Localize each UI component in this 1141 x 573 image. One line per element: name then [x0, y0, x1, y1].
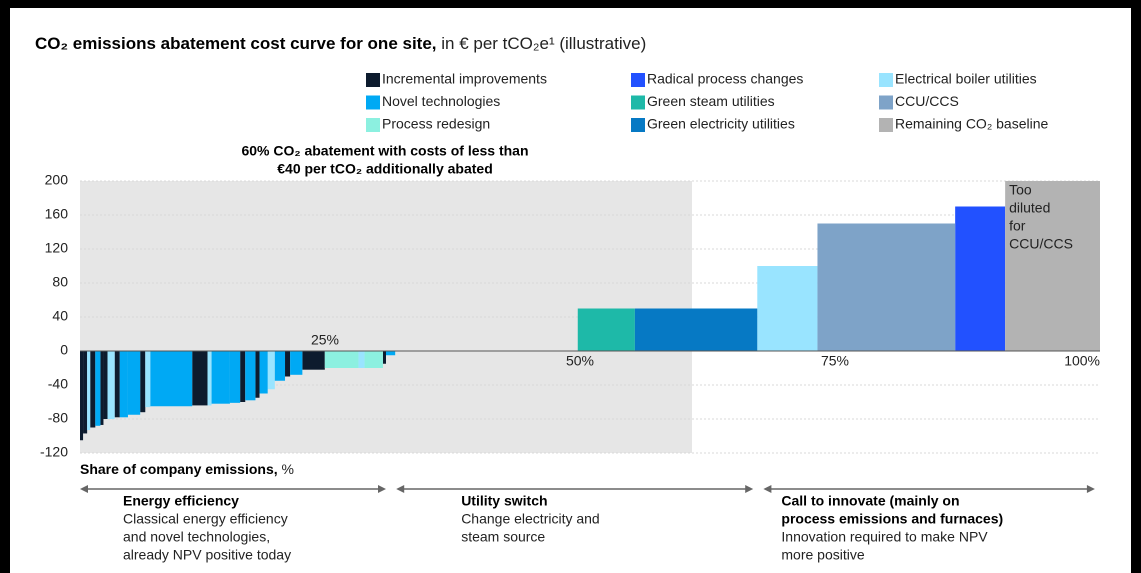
bar: [577, 308, 635, 351]
y-tick-label: 200: [45, 172, 69, 188]
bar: [140, 351, 146, 413]
bar-note: Too: [1009, 182, 1032, 198]
phase-text: and novel technologies,: [123, 529, 270, 545]
bar: [87, 351, 91, 431]
subtitle: in € per tCO₂e¹ (illustrative): [441, 34, 646, 53]
legend-swatch: [631, 95, 645, 110]
bar: [364, 351, 383, 368]
legend: Incremental improvements Radical process …: [366, 71, 1049, 132]
y-tick-label: -120: [40, 444, 68, 460]
bar: [255, 351, 260, 398]
bar: [150, 351, 193, 407]
legend-swatch: [366, 73, 380, 87]
bar: [358, 351, 365, 368]
bar-note: for: [1009, 218, 1026, 234]
x-axis-label: Share of company emissions, %: [80, 461, 294, 477]
bar: [259, 351, 268, 394]
bar: [955, 206, 1006, 351]
legend-label: Incremental improvements: [382, 71, 547, 87]
legend-swatch: [631, 73, 645, 87]
legend-label: Radical process changes: [647, 71, 803, 87]
y-tick-label: -40: [48, 376, 68, 392]
bar: [302, 351, 325, 370]
bar: [114, 351, 120, 418]
annotation: €40 per tCO₂ additionally abated: [277, 161, 493, 177]
bar: [274, 351, 286, 381]
bar: [95, 351, 101, 426]
x-tick-label: 75%: [821, 353, 849, 369]
legend-label: Green steam utilities: [647, 93, 775, 109]
phase-text: steam source: [461, 529, 545, 545]
legend-label: Process redesign: [382, 116, 490, 132]
bar: [207, 351, 212, 406]
bar: [100, 351, 104, 425]
phase-heading: Call to innovate (mainly on: [781, 493, 959, 509]
phase-text: Classical energy efficiency: [123, 511, 288, 527]
phase-text: Change electricity and: [461, 511, 600, 527]
y-tick-label: 0: [60, 342, 68, 358]
bar: [80, 351, 84, 441]
legend-label: CCU/CCS: [895, 93, 959, 109]
bar: [103, 351, 108, 419]
legend-label: Green electricity utilities: [647, 116, 795, 132]
bar: [757, 266, 818, 351]
bar: [382, 351, 386, 364]
legend-swatch: [879, 73, 893, 87]
y-tick-label: 40: [52, 308, 68, 324]
y-tick-label: 120: [45, 240, 69, 256]
x-tick-label: 100%: [1064, 353, 1100, 369]
bar: [127, 351, 141, 415]
bar: [290, 351, 303, 375]
legend-label: Electrical boiler utilities: [895, 71, 1037, 87]
y-tick-label: 160: [45, 206, 69, 222]
legend-swatch: [879, 95, 893, 110]
phase-text: Innovation required to make NPV: [781, 529, 988, 545]
legend-swatch: [366, 118, 380, 132]
phase-text: already NPV positive today: [123, 547, 291, 563]
y-tick-label: 80: [52, 274, 68, 290]
title: CO₂ emissions abatement cost curve for o…: [35, 34, 437, 53]
bar: [83, 351, 88, 434]
y-tick-label: -80: [48, 410, 68, 426]
chart-title: CO₂ emissions abatement cost curve for o…: [35, 34, 646, 53]
phase-text: more positive: [781, 547, 864, 563]
x-label: Share of company emissions,: [80, 461, 278, 477]
bar: [192, 351, 208, 406]
bar: [324, 351, 359, 368]
bar: [267, 351, 275, 390]
bar: [119, 351, 128, 418]
bar: [145, 351, 151, 408]
bar: [386, 351, 396, 356]
legend-swatch: [631, 118, 645, 132]
bar-note: diluted: [1009, 200, 1050, 216]
bar: [211, 351, 230, 404]
legend-swatch: [366, 95, 380, 110]
bar: [817, 223, 956, 351]
bar: [245, 351, 256, 401]
bar: [90, 351, 96, 428]
bar: [229, 351, 241, 403]
phase-heading: Utility switch: [461, 493, 547, 509]
legend-label: Remaining CO₂ baseline: [895, 116, 1049, 132]
bar: [1005, 181, 1100, 351]
bar: [634, 308, 758, 351]
legend-swatch: [879, 118, 893, 132]
x-tick-label: 25%: [311, 332, 339, 348]
x-tick-label: 50%: [566, 353, 594, 369]
bar: [240, 351, 246, 402]
x-unit: %: [282, 461, 294, 477]
phase-heading: process emissions and furnaces): [781, 511, 1003, 527]
legend-label: Novel technologies: [382, 93, 500, 109]
bar-note: CCU/CCS: [1009, 236, 1073, 252]
phase-heading: Energy efficiency: [123, 493, 239, 509]
annotation: 60% CO₂ abatement with costs of less tha…: [241, 143, 528, 159]
bar: [107, 351, 115, 419]
bar: [285, 351, 291, 377]
